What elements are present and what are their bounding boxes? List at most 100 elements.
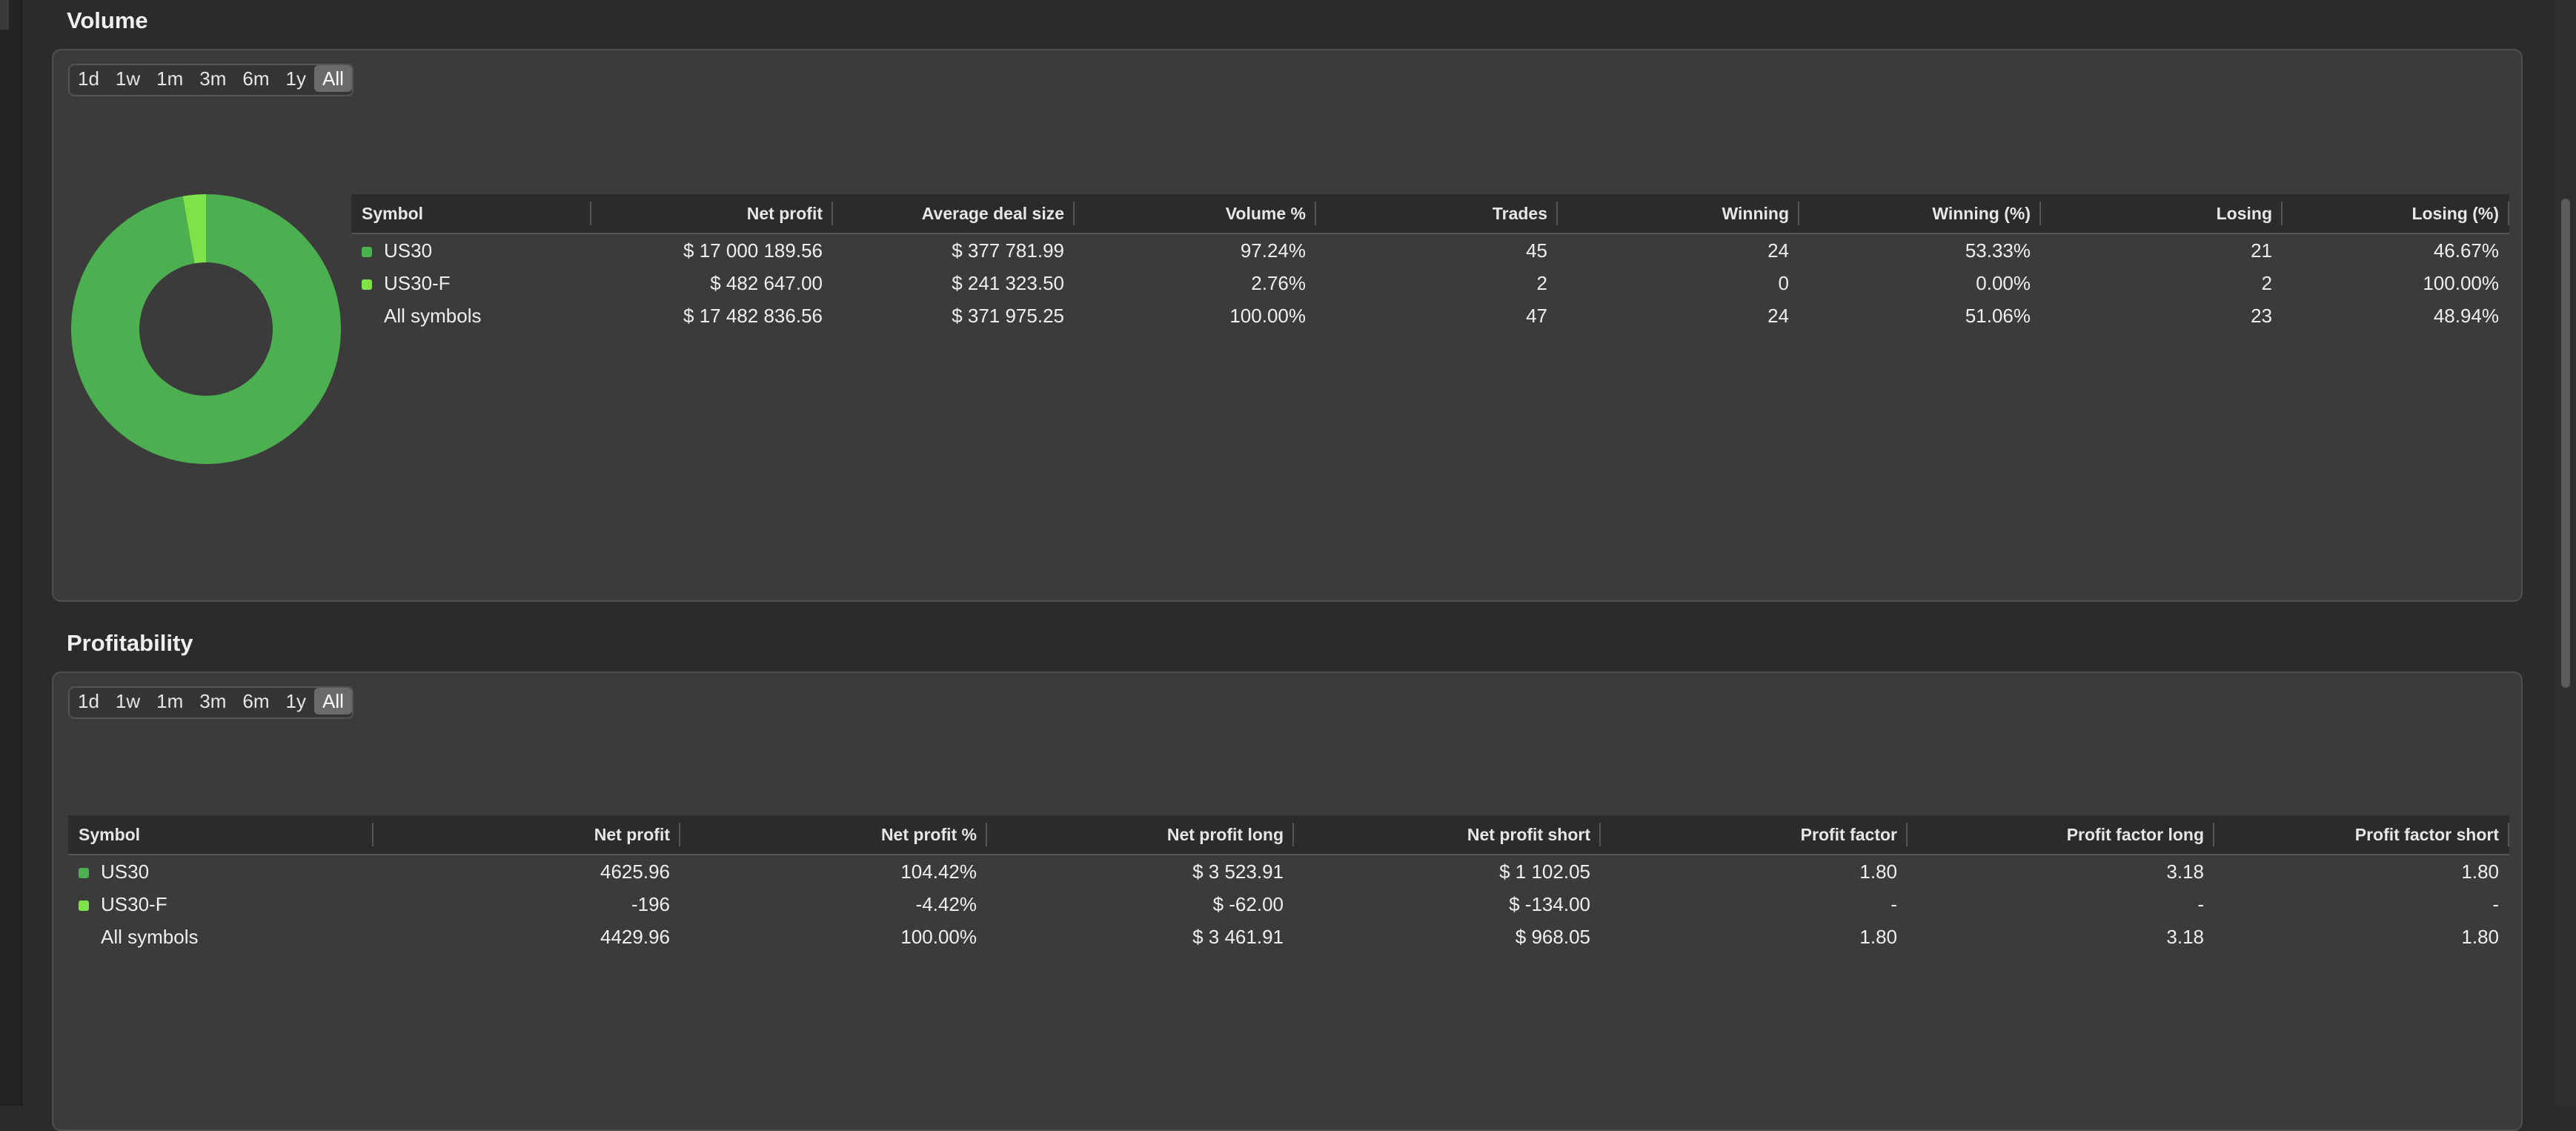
cell-losing: 2 bbox=[2261, 271, 2272, 294]
column-header-losing[interactable]: Losing (%) bbox=[2283, 194, 2509, 233]
cell-net-profit-long: $ 3 523.91 bbox=[1192, 860, 1284, 883]
cell-losing: 100.00% bbox=[2423, 271, 2499, 294]
column-header-symbol[interactable]: Symbol bbox=[68, 815, 374, 855]
cell-profit-factor-short: 1.80 bbox=[2461, 925, 2499, 948]
column-header-profit-factor-short[interactable]: Profit factor short bbox=[2214, 815, 2509, 855]
symbol-cell: All symbols bbox=[68, 921, 374, 953]
column-header-symbol[interactable]: Symbol bbox=[351, 194, 591, 233]
column-header-losing[interactable]: Losing bbox=[2041, 194, 2283, 233]
legend-swatch bbox=[362, 246, 372, 257]
table-row[interactable]: US30 4625.96 104.42% $ 3 523.91 $ 1 102.05 1.… bbox=[68, 855, 2509, 888]
column-header-profit-factor-long[interactable]: Profit factor long bbox=[1908, 815, 2214, 855]
symbol-cell: US30 bbox=[351, 233, 591, 267]
cell-profit-factor-long: - bbox=[2197, 892, 2204, 915]
cell-trades: 45 bbox=[1526, 239, 1547, 262]
cell-net-profit: -196 bbox=[631, 892, 670, 915]
range-3m-button[interactable]: 3m bbox=[199, 690, 227, 712]
cell-profit-factor-short: - bbox=[2492, 892, 2499, 915]
symbol-name: US30-F bbox=[101, 892, 167, 915]
range-6m-button[interactable]: 6m bbox=[242, 690, 270, 712]
symbol-cell: US30-F bbox=[68, 888, 374, 921]
range-3m-button[interactable]: 3m bbox=[199, 67, 227, 90]
cell-losing: 46.67% bbox=[2433, 239, 2499, 262]
cell-net-profit-long: $ -62.00 bbox=[1212, 892, 1284, 915]
rail-handle bbox=[0, 0, 9, 30]
range-1d-button[interactable]: 1d bbox=[78, 690, 99, 712]
volume-range-selector: 1d 1w 1m 3m 6m 1y All bbox=[68, 64, 353, 96]
legend-swatch bbox=[79, 900, 89, 911]
column-header-volume[interactable]: Volume % bbox=[1075, 194, 1316, 233]
range-1w-button[interactable]: 1w bbox=[115, 67, 141, 90]
cell-profit-factor-long: 3.18 bbox=[2166, 925, 2204, 948]
range-1y-button[interactable]: 1y bbox=[285, 67, 307, 90]
column-header-winning[interactable]: Winning bbox=[1558, 194, 1799, 233]
volume-donut-chart bbox=[70, 194, 342, 464]
column-header-net-profit[interactable]: Net profit % bbox=[680, 815, 987, 855]
cell-net-profit-long: $ 3 461.91 bbox=[1192, 925, 1284, 948]
cell-net-profit-short: $ -134.00 bbox=[1509, 892, 1590, 915]
range-1m-button[interactable]: 1m bbox=[156, 67, 184, 90]
profitability-section-title: Profitability bbox=[67, 630, 193, 656]
table-row[interactable]: All symbols $ 17 482 836.56 $ 371 975.25 10… bbox=[351, 299, 2509, 332]
range-1d-button[interactable]: 1d bbox=[78, 67, 99, 90]
cell-net-profit: 4429.96 bbox=[600, 925, 670, 948]
range-1y-button[interactable]: 1y bbox=[285, 690, 307, 712]
symbol-name: US30-F bbox=[384, 271, 451, 294]
cell-average-deal-size: $ 241 323.50 bbox=[952, 271, 1064, 294]
column-header-winning[interactable]: Winning (%) bbox=[1799, 194, 2041, 233]
range-6m-button[interactable]: 6m bbox=[242, 67, 270, 90]
legend-swatch bbox=[79, 867, 89, 878]
scrollbar-thumb[interactable] bbox=[2561, 199, 2570, 688]
cell-volume: 97.24% bbox=[1240, 239, 1306, 262]
volume-panel: 1d 1w 1m 3m 6m 1y All Symbol Net profit Average … bbox=[52, 49, 2523, 602]
profitability-panel: 1d 1w 1m 3m 6m 1y All Symbol Net profit Net prof… bbox=[52, 671, 2523, 1131]
range-all-button[interactable]: All bbox=[314, 688, 352, 714]
cell-winning: 0 bbox=[1778, 271, 1789, 294]
cell-losing: 23 bbox=[2251, 304, 2272, 327]
cell-winning: 0.00% bbox=[1976, 271, 2031, 294]
donut-slice-us30-f[interactable] bbox=[182, 194, 206, 264]
cell-profit-factor: - bbox=[1890, 892, 1897, 915]
cell-net-profit-short: $ 1 102.05 bbox=[1499, 860, 1590, 883]
cell-net-profit: 104.42% bbox=[900, 860, 977, 883]
symbol-cell: All symbols bbox=[351, 299, 591, 332]
donut-slice-us30[interactable] bbox=[70, 194, 342, 464]
cell-losing: 48.94% bbox=[2433, 304, 2499, 327]
column-header-net-profit[interactable]: Net profit bbox=[591, 194, 833, 233]
range-all-button[interactable]: All bbox=[314, 65, 352, 92]
table-row[interactable]: US30 $ 17 000 189.56 $ 377 781.99 97.24% 45 2… bbox=[351, 233, 2509, 267]
cell-net-profit: 4625.96 bbox=[600, 860, 670, 883]
cell-net-profit: $ 17 000 189.56 bbox=[683, 239, 823, 262]
cell-average-deal-size: $ 371 975.25 bbox=[952, 304, 1064, 327]
column-header-profit-factor[interactable]: Profit factor bbox=[1601, 815, 1908, 855]
range-1w-button[interactable]: 1w bbox=[115, 690, 141, 712]
symbol-name: US30 bbox=[101, 860, 150, 883]
volume-section-title: Volume bbox=[67, 7, 148, 33]
column-header-net-profit[interactable]: Net profit bbox=[374, 815, 680, 855]
cell-net-profit: 100.00% bbox=[900, 925, 977, 948]
cell-profit-factor: 1.80 bbox=[1859, 860, 1897, 883]
column-header-average-deal-size[interactable]: Average deal size bbox=[833, 194, 1075, 233]
cell-net-profit: $ 17 482 836.56 bbox=[683, 304, 823, 327]
column-header-net-profit-long[interactable]: Net profit long bbox=[987, 815, 1294, 855]
volume-table: Symbol Net profit Average deal size Volume … bbox=[351, 194, 2509, 332]
symbol-cell: US30-F bbox=[351, 267, 591, 299]
symbol-name: US30 bbox=[384, 239, 433, 262]
table-row[interactable]: US30-F $ 482 647.00 $ 241 323.50 2.76% 2 0 0.0… bbox=[351, 267, 2509, 299]
cell-trades: 2 bbox=[1536, 271, 1547, 294]
cell-losing: 21 bbox=[2251, 239, 2272, 262]
cell-winning: 53.33% bbox=[1965, 239, 2031, 262]
range-1m-button[interactable]: 1m bbox=[156, 690, 184, 712]
cell-trades: 47 bbox=[1526, 304, 1547, 327]
column-header-trades[interactable]: Trades bbox=[1316, 194, 1558, 233]
table-row[interactable]: US30-F -196 -4.42% $ -62.00 $ -134.00 - - - bbox=[68, 888, 2509, 921]
scrollbar[interactable] bbox=[2555, 0, 2576, 1106]
cell-winning: 51.06% bbox=[1965, 304, 2031, 327]
cell-net-profit-short: $ 968.05 bbox=[1515, 925, 1590, 948]
cell-volume: 100.00% bbox=[1229, 304, 1306, 327]
cell-net-profit: -4.42% bbox=[915, 892, 977, 915]
table-row[interactable]: All symbols 4429.96 100.00% $ 3 461.91 $ 968… bbox=[68, 921, 2509, 953]
cell-winning: 24 bbox=[1767, 239, 1789, 262]
legend-swatch bbox=[362, 279, 372, 290]
column-header-net-profit-short[interactable]: Net profit short bbox=[1294, 815, 1601, 855]
